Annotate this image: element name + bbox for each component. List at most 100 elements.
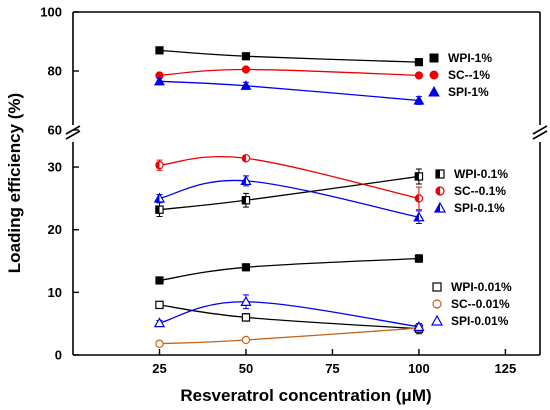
series-line-spi-0-1 [159,179,420,218]
marker-shape [413,320,425,332]
series-line-wpi-1 [159,49,419,63]
marker-shape [155,339,164,348]
x-tick-label: 25 [152,361,166,376]
y-tick-label: 20 [48,222,62,237]
series-line-spi-0-01 [159,301,420,328]
y-tick-label: 30 [48,160,62,175]
marker-half-fill [155,161,160,170]
marker-shape [414,71,424,80]
data-point-sc-0-01 [241,335,251,345]
data-point-wpi-0-01 [155,276,164,285]
data-point-spi-1 [413,94,425,105]
marker-shape [155,300,164,310]
data-point-wpi-0-1 [241,196,251,205]
series-line-wpi-0-01 [159,304,419,330]
axis-break-mark-left [65,125,81,140]
marker-half-fill [240,175,246,185]
data-point-wpi-1 [155,46,164,55]
data-point-spi-1 [154,75,165,86]
marker-shape [413,94,425,105]
marker-half-fill [241,196,246,205]
marker-shape [414,254,424,263]
y-tick-label: 60 [48,123,62,138]
x-axis-title: Resveratrol concentration (μM) [180,386,431,405]
data-point-spi-0-1 [153,192,166,203]
marker-half-fill [414,172,419,181]
data-point-wpi-1 [241,52,251,61]
legend-label: SC--1% [448,68,490,82]
marker-shape [241,313,251,322]
legend-label: SC--0.1% [454,184,506,198]
marker-half-fill [413,211,419,222]
axis-break-mark-right [532,125,548,140]
marker-shape [241,335,251,345]
marker-shape [155,46,164,55]
marker-half-fill [435,169,440,179]
marker-shape [241,52,251,61]
legend-marker [432,282,442,292]
ticks: 25 50 75 100 125 0 10 20 30 60 80 100 [40,5,516,377]
legend: WPI-1% SC--1% SPI-1% WPI-0.1% SC--0.1% SPI-0.… [428,51,512,328]
y-tick-label: 0 [55,348,62,363]
marker-shape [432,299,442,309]
plot-area [153,46,425,348]
data-point-spi-0-01 [413,320,425,332]
x-tick-label: 100 [408,361,430,376]
legend-marker [429,70,439,80]
data-point-sc-0-1 [241,154,251,163]
legend-marker [433,201,447,213]
data-point-wpi-0-01 [241,313,251,322]
legend-marker [432,299,442,309]
legend-label: WPI-0.01% [451,280,512,294]
marker-shape [414,58,424,67]
data-point-spi-0-01 [240,295,252,306]
legend-label: SPI-1% [448,85,489,99]
marker-half-fill [241,154,246,163]
marker-half-fill [434,201,440,213]
data-point-spi-0-01 [153,317,166,328]
marker-shape [155,276,164,285]
data-point-sc-0-1 [414,194,424,203]
y-axis-title: Loading efficiency (%) [5,93,24,273]
series-line-sc-1 [159,68,419,77]
marker-shape [432,282,442,292]
series-line-spi-1 [159,80,419,102]
marker-half-fill [155,205,160,214]
data-point-wpi-0-1 [155,205,164,214]
marker-shape [154,75,165,86]
data-point-sc-0-1 [155,160,164,170]
y-tick-label: 10 [48,285,62,300]
data-point-sc-1 [414,71,424,80]
data-point-wpi-0-01 [155,300,164,310]
legend-label: WPI-0.1% [454,167,508,181]
marker-shape [429,70,439,80]
marker-shape [241,65,251,74]
y-tick-label: 100 [40,5,62,20]
x-tick-label: 125 [495,361,517,376]
x-tick-label: 50 [239,361,253,376]
data-point-spi-1 [240,80,252,90]
legend-label: SPI-0.01% [451,314,509,328]
x-tick-label: 75 [325,361,339,376]
marker-shape [240,295,252,306]
marker-shape [429,53,439,63]
legend-label: SC--0.01% [451,297,510,311]
legend-label: SPI-0.1% [454,201,505,215]
legend-marker [428,85,440,97]
legend-marker [430,314,444,326]
data-point-spi-0-1 [413,211,425,222]
legend-marker [429,53,439,63]
legend-marker [435,169,445,179]
data-point-wpi-0-1 [414,172,424,181]
marker-shape [430,314,444,326]
series-line-wpi-0-1 [159,175,420,211]
data-point-spi-0-1 [240,175,252,186]
legend-label: WPI-1% [448,51,492,65]
marker-shape [428,85,440,97]
data-point-wpi-1 [414,58,424,67]
data-point-sc-1 [241,65,251,74]
legend-marker [435,186,445,196]
series-line-wpi-0-01 [159,257,419,282]
data-point-wpi-0-01 [241,263,251,272]
